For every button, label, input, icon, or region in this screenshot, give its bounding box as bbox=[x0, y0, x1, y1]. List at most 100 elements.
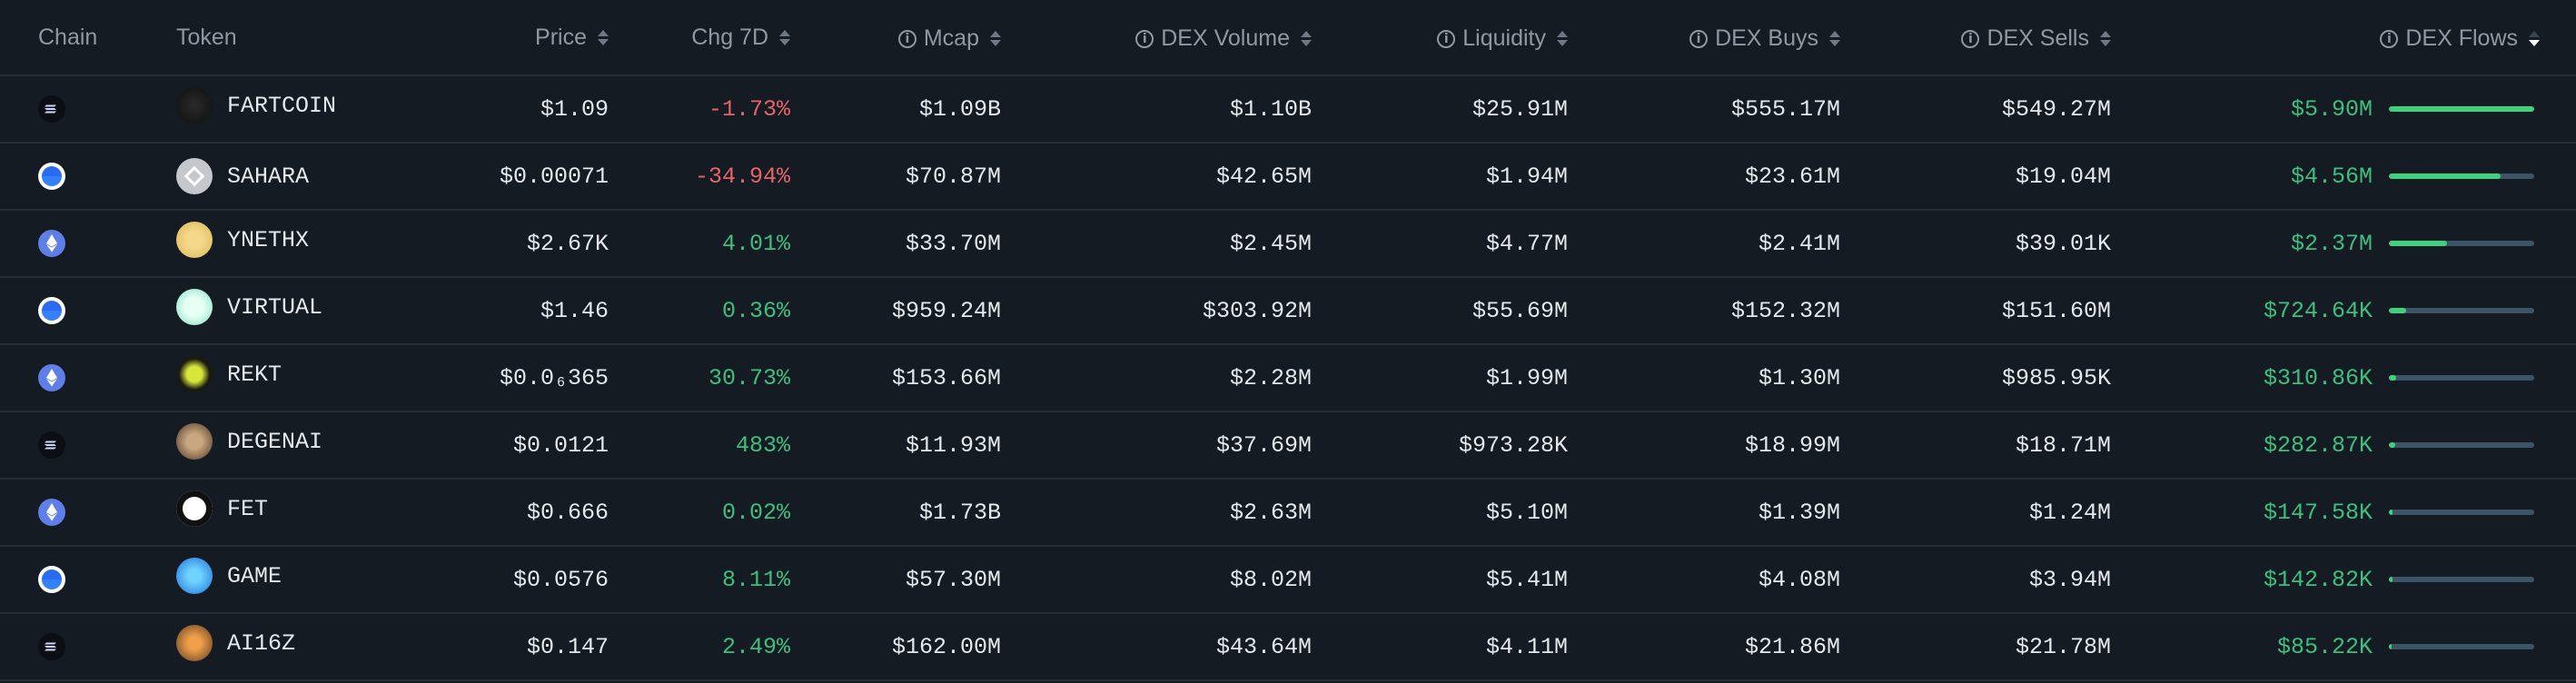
mcap-cell: $57.30M bbox=[823, 546, 1034, 614]
dex-buys-cell: $2.41M bbox=[1600, 210, 1873, 278]
header-mcap[interactable]: i Mcap bbox=[823, 0, 1034, 76]
token-cell[interactable]: DEGENAI bbox=[176, 411, 414, 480]
dex-flows-bar-fill bbox=[2389, 577, 2393, 582]
header-price[interactable]: Price bbox=[414, 0, 641, 76]
header-liquidity-label: Liquidity bbox=[1462, 25, 1546, 52]
header-dex-buys[interactable]: i DEX Buys bbox=[1600, 0, 1873, 76]
info-icon[interactable]: i bbox=[1135, 29, 1154, 48]
dex-flows-bar bbox=[2389, 308, 2534, 313]
dex-sells-cell: $3.94M bbox=[1873, 546, 2144, 614]
chain-cell bbox=[0, 75, 176, 144]
price-cell: $0.0₆365 bbox=[414, 344, 641, 412]
liquidity-cell: $4.11M bbox=[1344, 613, 1600, 681]
table-row[interactable]: DEGENAI $0.0121 483% $11.93M $37.69M $97… bbox=[0, 411, 2576, 480]
table-header-row: Chain Token Price Chg 7D i Mcap i DEX Volu… bbox=[0, 0, 2576, 76]
dex-buys-cell: $4.08M bbox=[1600, 546, 1873, 614]
dex-flows-bar-fill bbox=[2389, 375, 2396, 381]
token-name[interactable]: SAHARA bbox=[227, 163, 310, 190]
solana-chain-icon bbox=[38, 633, 65, 660]
header-dex-flows-label: DEX Flows bbox=[2405, 25, 2518, 52]
chain-cell bbox=[0, 411, 176, 480]
token-name[interactable]: YNETHX bbox=[227, 226, 310, 253]
dex-flows-bar-fill bbox=[2389, 644, 2393, 649]
header-dex-sells[interactable]: i DEX Sells bbox=[1873, 0, 2144, 76]
mcap-cell: $153.66M bbox=[823, 344, 1034, 412]
info-icon[interactable]: i bbox=[897, 29, 916, 48]
token-cell[interactable]: GAME bbox=[176, 546, 414, 614]
dex-flows-value: $147.58K bbox=[2263, 499, 2373, 526]
chg7d-cell: 4.01% bbox=[641, 210, 823, 278]
chain-cell bbox=[0, 613, 176, 681]
header-dex-buys-label: DEX Buys bbox=[1715, 25, 1818, 52]
dex-flows-bar bbox=[2389, 644, 2534, 649]
solana-chain-icon bbox=[38, 431, 65, 459]
token-cell[interactable]: FET bbox=[176, 479, 414, 547]
info-icon[interactable]: i bbox=[1689, 29, 1709, 48]
dex-sells-cell: $1.24M bbox=[1873, 479, 2144, 547]
token-name[interactable]: AI16Z bbox=[227, 629, 296, 657]
dex-buys-cell: $1.39M bbox=[1600, 479, 1873, 547]
dex-buys-cell: $555.17M bbox=[1600, 75, 1873, 144]
dex-flows-value: $2.37M bbox=[2290, 230, 2373, 257]
dex-buys-cell: $18.99M bbox=[1600, 411, 1873, 480]
ethereum-chain-icon bbox=[38, 499, 65, 526]
base-chain-icon bbox=[38, 566, 65, 593]
sort-icon[interactable] bbox=[2100, 31, 2111, 47]
token-cell[interactable]: REKT bbox=[176, 344, 414, 412]
header-chain-label: Chain bbox=[38, 24, 98, 50]
sort-icon[interactable] bbox=[1301, 31, 1312, 47]
sort-desc-active-icon[interactable] bbox=[2529, 31, 2540, 47]
token-name[interactable]: FET bbox=[227, 495, 269, 522]
sort-icon[interactable] bbox=[990, 31, 1001, 47]
table-row[interactable]: AI16Z $0.147 2.49% $162.00M $43.64M $4.1… bbox=[0, 613, 2576, 681]
solana-chain-icon bbox=[38, 95, 65, 123]
chain-cell bbox=[0, 344, 176, 412]
chg7d-cell: 483% bbox=[641, 411, 823, 480]
dex-flows-cell: $5.90M bbox=[2144, 75, 2576, 144]
header-dex-sells-label: DEX Sells bbox=[1986, 25, 2089, 52]
dex-flows-value: $724.64K bbox=[2263, 297, 2373, 324]
sort-icon[interactable] bbox=[1557, 31, 1568, 47]
table-row[interactable]: SAHARA $0.00071 -34.94% $70.87M $42.65M … bbox=[0, 143, 2576, 211]
info-icon[interactable]: i bbox=[2380, 29, 2399, 48]
sort-icon[interactable] bbox=[779, 29, 790, 45]
header-liquidity[interactable]: i Liquidity bbox=[1344, 0, 1600, 76]
token-cell[interactable]: SAHARA bbox=[176, 143, 414, 211]
table-row[interactable]: FET $0.666 0.02% $1.73B $2.63M $5.10M $1… bbox=[0, 479, 2576, 547]
ethereum-chain-icon bbox=[38, 230, 65, 257]
token-cell[interactable]: AI16Z bbox=[176, 613, 414, 681]
info-icon[interactable]: i bbox=[1437, 29, 1456, 48]
table-row[interactable]: REKT $0.0₆365 30.73% $153.66M $2.28M $1.… bbox=[0, 344, 2576, 412]
header-chg7d[interactable]: Chg 7D bbox=[641, 0, 823, 76]
token-cell[interactable]: VIRTUAL bbox=[176, 277, 414, 345]
table-row[interactable]: YNETHX $2.67K 4.01% $33.70M $2.45M $4.77… bbox=[0, 210, 2576, 278]
header-dex-volume[interactable]: i DEX Volume bbox=[1034, 0, 1344, 76]
dex-volume-cell: $8.02M bbox=[1034, 546, 1344, 614]
table-row[interactable]: FARTCOIN $1.09 -1.73% $1.09B $1.10B $25.… bbox=[0, 75, 2576, 144]
table-row[interactable]: GAME $0.0576 8.11% $57.30M $8.02M $5.41M… bbox=[0, 546, 2576, 614]
token-name[interactable]: REKT bbox=[227, 361, 282, 388]
dex-buys-cell: $152.32M bbox=[1600, 277, 1873, 345]
price-cell: $1.09 bbox=[414, 75, 641, 144]
sort-icon[interactable] bbox=[1829, 31, 1840, 47]
header-mcap-label: Mcap bbox=[923, 25, 979, 52]
token-name[interactable]: VIRTUAL bbox=[227, 293, 323, 321]
dex-flows-value: $4.56M bbox=[2290, 163, 2373, 190]
token-name[interactable]: GAME bbox=[227, 562, 282, 589]
token-cell[interactable]: YNETHX bbox=[176, 210, 414, 278]
virtual-logo bbox=[176, 289, 213, 325]
mcap-cell: $1.09B bbox=[823, 75, 1034, 144]
dex-flows-bar bbox=[2389, 241, 2534, 246]
table-row[interactable]: VIRTUAL $1.46 0.36% $959.24M $303.92M $5… bbox=[0, 277, 2576, 345]
token-name[interactable]: DEGENAI bbox=[227, 428, 323, 455]
price-cell: $2.67K bbox=[414, 210, 641, 278]
token-cell[interactable]: FARTCOIN bbox=[176, 75, 414, 144]
degenai-logo bbox=[176, 423, 213, 460]
liquidity-cell: $25.91M bbox=[1344, 75, 1600, 144]
ethereum-chain-icon bbox=[38, 364, 65, 391]
dex-flows-bar bbox=[2389, 106, 2534, 112]
sort-icon[interactable] bbox=[598, 29, 609, 45]
header-dex-flows[interactable]: i DEX Flows bbox=[2144, 0, 2576, 76]
info-icon[interactable]: i bbox=[1961, 29, 1980, 48]
token-name[interactable]: FARTCOIN bbox=[227, 92, 337, 119]
